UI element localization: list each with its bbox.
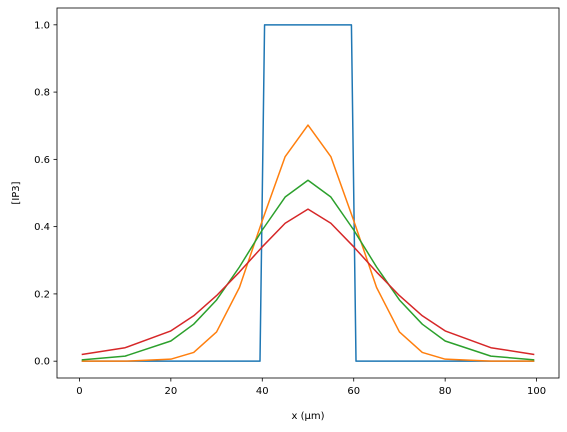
y-tick-label: 0.8 xyxy=(34,88,50,99)
series-line-4 xyxy=(81,208,535,356)
x-axis-ticks: 0 20 40 60 80 100 xyxy=(76,378,546,397)
x-tick-label: 0 xyxy=(76,386,82,397)
y-axis-label: [IP3] xyxy=(11,181,22,204)
y-tick-label: 0.2 xyxy=(34,289,50,300)
series-line-2 xyxy=(81,124,535,362)
x-axis-label: x (μm) xyxy=(291,411,324,422)
series-layer xyxy=(81,24,535,362)
series-line-3 xyxy=(81,179,535,361)
y-tick-label: 0.4 xyxy=(34,222,50,233)
y-tick-label: 0.6 xyxy=(34,155,50,166)
x-tick-label: 20 xyxy=(164,386,177,397)
x-tick-label: 60 xyxy=(347,386,360,397)
x-tick-label: 80 xyxy=(439,386,452,397)
x-tick-label: 100 xyxy=(527,386,546,397)
y-tick-label: 0.0 xyxy=(34,357,50,368)
plot-background xyxy=(57,8,559,378)
series-line-1 xyxy=(81,24,535,362)
y-tick-label: 1.0 xyxy=(34,20,50,31)
y-axis-ticks: 0.0 0.2 0.4 0.6 0.8 1.0 xyxy=(34,20,57,368)
x-tick-label: 40 xyxy=(256,386,269,397)
plot-frame xyxy=(56,7,560,379)
